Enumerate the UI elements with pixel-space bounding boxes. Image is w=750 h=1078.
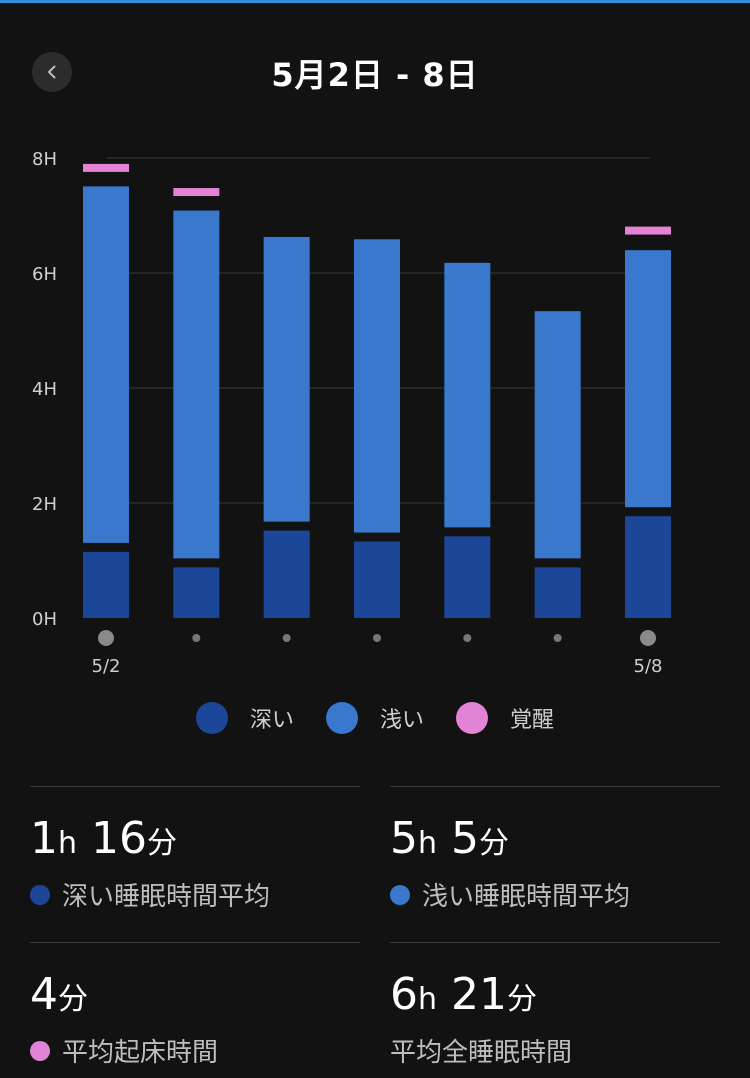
back-button[interactable] <box>32 52 72 92</box>
stat-light-minutes: 5 <box>437 813 479 864</box>
stat-light-sleep: 5h 5分 浅い睡眠時間平均 <box>390 786 720 913</box>
stat-total-minutes-unit: 分 <box>507 982 537 1017</box>
stat-awake-minutes: 4 <box>30 969 58 1020</box>
y-tick-label: 2H <box>32 494 57 515</box>
bar-awake <box>173 188 220 197</box>
bar-light <box>534 311 581 559</box>
legend-item-deep: 深い <box>195 702 294 734</box>
chevron-left-icon <box>48 65 56 79</box>
stat-deep-label: 深い睡眠時間平均 <box>62 882 271 912</box>
bar-light <box>263 236 310 522</box>
stat-awake-time: 4分 平均起床時間 <box>30 942 360 1069</box>
legend-label-light: 浅い <box>379 708 424 733</box>
top-accent-line <box>0 0 750 3</box>
day-dot <box>553 634 562 642</box>
stat-deep-value: 1h 16分 <box>30 817 360 866</box>
chart-legend: 深い 浅い 覚醒 <box>0 700 750 736</box>
bar-awake <box>625 226 671 235</box>
sleep-chart: 0H 2H 4H 6H 8H 5/2 5/8 <box>32 149 671 677</box>
bar-light <box>173 210 220 559</box>
stat-awake-label: 平均起床時間 <box>62 1038 219 1068</box>
bar-deep <box>625 516 671 618</box>
bar-deep <box>534 567 581 618</box>
stat-deep-minutes: 16 <box>77 813 147 864</box>
bar-deep <box>444 536 491 618</box>
stat-light-hours-unit: h <box>418 826 438 861</box>
stat-total-minutes: 21 <box>437 969 507 1020</box>
stat-total-sleep: 6h 21分 平均全睡眠時間 <box>390 942 720 1069</box>
bar-deep <box>83 551 129 618</box>
bar-awake <box>83 163 129 172</box>
day-dot <box>463 634 472 642</box>
stat-deep-dot <box>30 884 50 905</box>
legend-label-awake: 覚醒 <box>510 708 555 733</box>
bar-light <box>354 239 400 533</box>
bar-light <box>83 186 129 543</box>
stat-total-hours: 6 <box>390 969 418 1020</box>
bar-light <box>444 262 491 528</box>
bar-deep <box>263 530 310 618</box>
day-dot <box>373 634 381 642</box>
y-tick-label: 6H <box>32 264 57 285</box>
stat-total-hours-unit: h <box>418 982 438 1017</box>
stat-light-dot <box>390 884 410 905</box>
x-tick-label: 5/8 <box>634 656 663 677</box>
stat-awake-minutes-unit: 分 <box>58 982 88 1017</box>
day-dot <box>282 634 291 642</box>
bar-deep <box>354 541 400 618</box>
y-tick-label: 8H <box>32 149 57 170</box>
stat-deep-hours: 1 <box>30 813 58 864</box>
legend-swatch-deep <box>195 702 228 734</box>
stat-light-minutes-unit: 分 <box>479 826 509 861</box>
stat-light-value: 5h 5分 <box>390 817 720 866</box>
legend-item-awake: 覚醒 <box>456 702 554 734</box>
day-dot <box>98 630 114 646</box>
stat-awake-value: 4分 <box>30 973 360 1022</box>
day-dot <box>640 630 656 646</box>
page-title: 5月2日 - 8日 <box>271 56 479 94</box>
stat-deep-minutes-unit: 分 <box>147 826 177 861</box>
stat-deep-hours-unit: h <box>58 826 78 861</box>
bar-light <box>625 250 671 508</box>
x-tick-label: 5/2 <box>92 656 121 677</box>
stat-awake-dot <box>30 1040 50 1061</box>
legend-label-deep: 深い <box>249 708 294 733</box>
legend-swatch-awake <box>456 702 488 734</box>
legend-swatch-light <box>325 702 358 734</box>
stat-total-label: 平均全睡眠時間 <box>390 1038 573 1068</box>
stat-light-label: 浅い睡眠時間平均 <box>422 882 631 912</box>
stat-deep-sleep: 1h 16分 深い睡眠時間平均 <box>30 786 360 913</box>
legend-item-light: 浅い <box>325 702 424 734</box>
stat-total-value: 6h 21分 <box>390 973 720 1022</box>
day-dot <box>192 634 201 642</box>
stat-light-hours: 5 <box>390 813 418 864</box>
y-tick-label: 0H <box>32 609 57 630</box>
y-tick-label: 4H <box>32 379 57 400</box>
bar-deep <box>173 567 220 618</box>
